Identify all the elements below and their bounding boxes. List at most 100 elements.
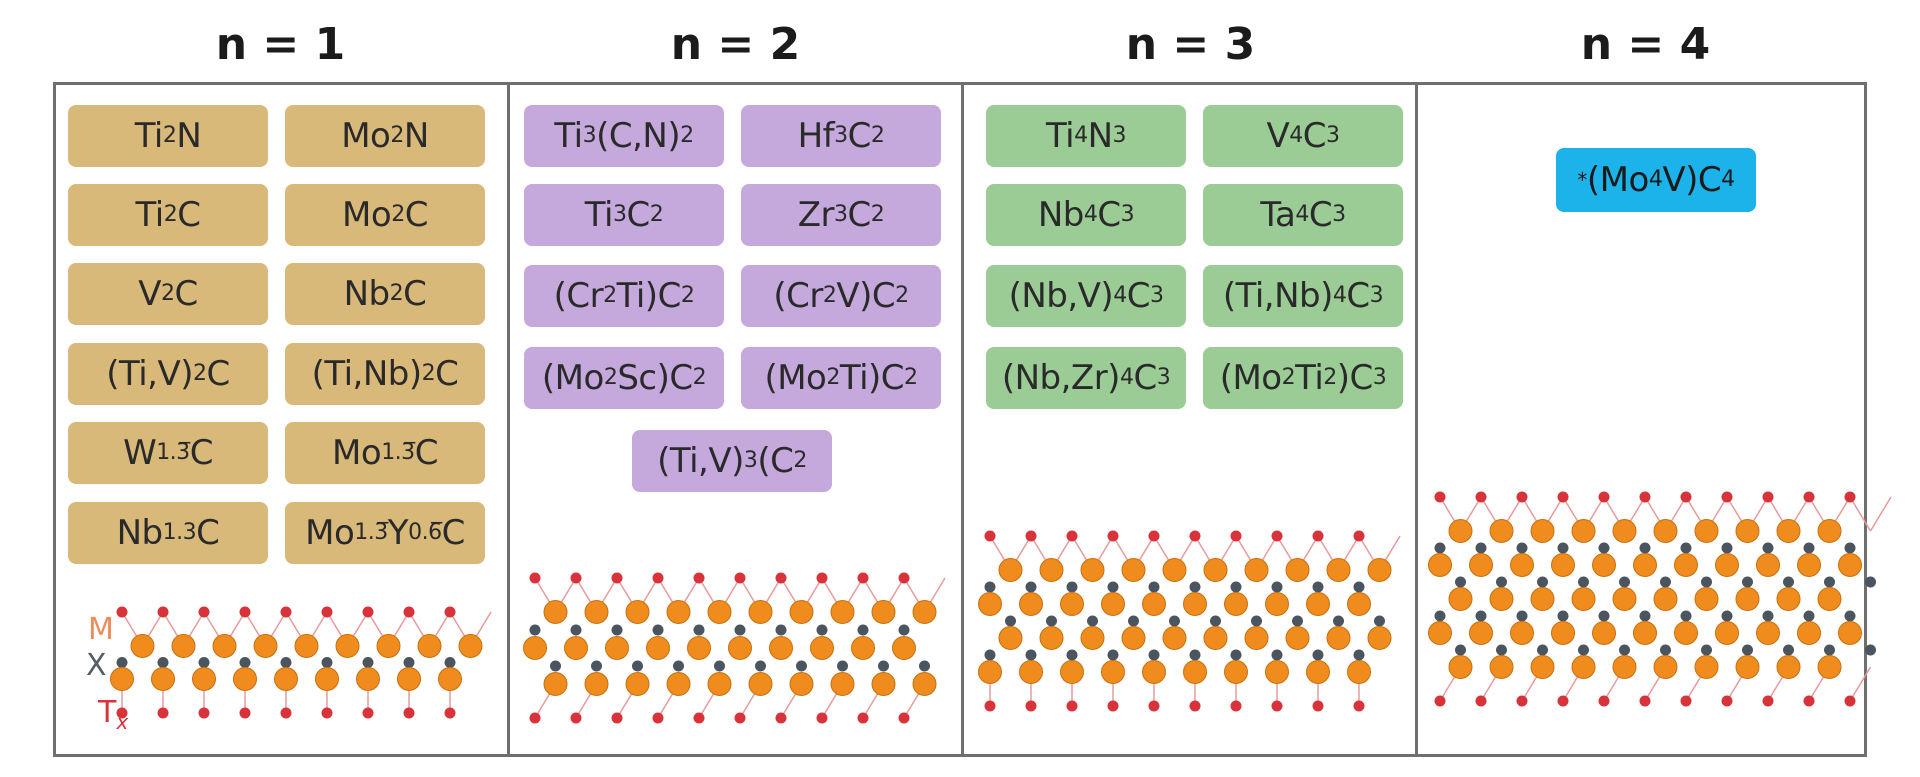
formula-part: N	[403, 116, 429, 156]
formula-part: Y	[387, 513, 409, 553]
formula-part: Ti)C	[839, 358, 905, 398]
formula-part: Ta	[1260, 195, 1296, 235]
header-n4: n = 4	[1580, 19, 1711, 70]
formula-part: (Mo	[764, 358, 827, 398]
formula-part: C	[847, 116, 872, 156]
chip-n1-7: (Ti,Nb) 2 C	[285, 343, 485, 405]
chip-n2-4: (Cr 2 Ti)C 2	[524, 265, 724, 327]
formula-part: Ti	[1045, 116, 1075, 156]
formula-part: (Ti,V)	[106, 354, 193, 394]
chip-n1-1: Mo 2 N	[285, 105, 485, 167]
chip-n3-7: (Mo 2 Ti 2)C 3	[1203, 347, 1403, 409]
formula-part: C	[414, 433, 439, 473]
formula-part: C	[1302, 116, 1327, 156]
formula-part: C	[626, 195, 650, 235]
formula-part: W	[123, 433, 157, 473]
formula-part: C	[404, 195, 429, 235]
formula-part: Mo	[342, 195, 392, 235]
formula-part: Ti	[554, 116, 583, 156]
chip-n3-3: Ta 4 C 3	[1203, 184, 1403, 246]
divider-2	[961, 82, 964, 757]
formula-part: Nb	[116, 513, 164, 553]
chip-n3-0: Ti 4 N 3	[986, 105, 1186, 167]
formula-part: (Ti,V)	[657, 441, 744, 481]
label-tx: Tx	[98, 695, 129, 734]
formula-part: Mo	[341, 116, 391, 156]
header-n3: n = 3	[1125, 19, 1256, 70]
figure-frame	[53, 82, 1867, 757]
formula-part: Ti	[584, 195, 614, 235]
formula-part: V)C	[836, 276, 896, 316]
formula-part: )C	[1336, 358, 1374, 398]
formula-part: Nb	[343, 274, 391, 314]
chip-n1-2: Ti 2 C	[68, 184, 268, 246]
chip-n4-0: * (Mo 4 V)C 4	[1556, 148, 1756, 212]
chip-n1-8: W 1.3̅ C	[68, 422, 268, 484]
formula-part: C	[177, 195, 201, 235]
formula-part: N	[1087, 116, 1113, 156]
formula-part: Hf	[797, 116, 835, 156]
header-n1: n = 1	[215, 19, 346, 70]
chip-n2-5: (Cr 2 V)C 2	[741, 265, 941, 327]
formula-part: (Mo	[1586, 160, 1649, 200]
formula-part: C	[174, 274, 199, 314]
formula-part: Ti	[1295, 358, 1324, 398]
header-n2: n = 2	[670, 19, 801, 70]
formula-part: (Nb,V)	[1008, 276, 1114, 316]
label-m: M	[88, 612, 114, 647]
formula-part: Ti	[135, 195, 165, 235]
formula-part: (Ti,Nb)	[1222, 276, 1334, 316]
formula-part: C	[1308, 195, 1333, 235]
formula-part: C	[1133, 358, 1157, 398]
formula-part: Nb	[1037, 195, 1085, 235]
formula-part: Ti	[134, 116, 164, 156]
formula-part: (Cr	[553, 276, 604, 316]
chip-n1-0: Ti 2 N	[68, 105, 268, 167]
formula-part: Ti)C	[616, 276, 682, 316]
formula-part: Sc)C	[617, 358, 693, 398]
formula-part: C	[1126, 276, 1151, 316]
chip-n2-7: (Mo 2 Ti)C 2	[741, 347, 941, 409]
chip-n2-6: (Mo 2 Sc)C 2	[524, 347, 724, 409]
formula-part: C	[435, 354, 459, 394]
formula-part: (Cr	[773, 276, 823, 316]
chip-n1-10: Nb 1.3 C	[68, 502, 268, 564]
formula-part: C	[206, 354, 231, 394]
chip-n3-2: Nb 4 C 3	[986, 184, 1186, 246]
formula-part: C	[196, 513, 220, 553]
divider-1	[507, 82, 510, 757]
formula-part: C	[1346, 276, 1370, 316]
formula-part: (Nb,Zr)	[1001, 358, 1121, 398]
formula-part: Mo	[332, 433, 382, 473]
formula-part: (Mo	[541, 358, 604, 398]
formula-part: Mo	[305, 513, 355, 553]
formula-part: C	[1097, 195, 1121, 235]
chip-n1-6: (Ti,V) 2 C	[68, 343, 268, 405]
chip-n2-3: Zr 3 C 2	[741, 184, 941, 246]
chip-n2-2: Ti 3 C 2	[524, 184, 724, 246]
chip-n3-4: (Nb,V) 4 C 3	[986, 265, 1186, 327]
chip-n1-11: Mo 1.3̅ Y 0.6̅ C	[285, 502, 485, 564]
divider-3	[1415, 82, 1418, 757]
formula-part: C	[441, 513, 466, 553]
chip-n1-5: Nb 2 C	[285, 263, 485, 325]
formula-part: V	[1266, 116, 1290, 156]
formula-part: (C,N)	[596, 116, 681, 156]
chip-n2-0: Ti 3 (C,N) 2	[524, 105, 724, 167]
formula-part: N	[176, 116, 202, 156]
formula-part: V)C	[1662, 160, 1722, 200]
chip-n2-1: Hf 3 C 2	[741, 105, 941, 167]
formula-part: (C	[757, 441, 794, 481]
formula-part: (Ti,Nb)	[311, 354, 423, 394]
formula-part: Zr	[797, 195, 835, 235]
chip-n3-5: (Ti,Nb) 4 C 3	[1203, 265, 1403, 327]
chip-n2-8: (Ti,V) 3 (C 2	[632, 430, 832, 492]
label-x: X	[86, 648, 107, 683]
n4-bond	[1869, 496, 1892, 532]
formula-part: (Mo	[1219, 358, 1282, 398]
chip-n1-3: Mo 2 C	[285, 184, 485, 246]
formula-part: C	[403, 274, 427, 314]
formula-part: C	[847, 195, 872, 235]
